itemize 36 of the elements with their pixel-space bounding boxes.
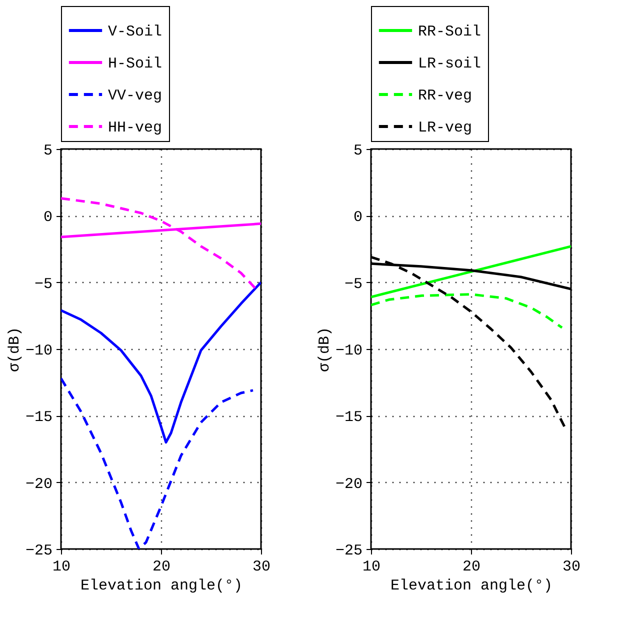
legend-label: VV-veg [108, 88, 162, 104]
y-axis-title: σ(dB) [316, 326, 334, 372]
x-axis-title: Elevation angle(°) [390, 578, 553, 594]
x-tick-label: 20 [462, 558, 481, 576]
x-axis-title: Elevation angle(°) [80, 578, 243, 594]
legend-label: V-Soil [108, 24, 162, 40]
y-tick-label: −20 [25, 476, 52, 493]
y-tick-label: 5 [353, 142, 362, 160]
x-tick-label: 10 [362, 558, 381, 576]
y-tick-label: −25 [25, 542, 52, 560]
y-tick-label: −25 [335, 542, 362, 560]
x-tick-label: 30 [252, 558, 271, 576]
y-tick-label: −10 [25, 342, 52, 360]
line-series [61, 377, 254, 549]
legend-label: RR-Soil [418, 24, 482, 40]
line-series [371, 293, 564, 329]
y-tick-label: −15 [335, 409, 362, 426]
x-tick-label: 10 [52, 558, 71, 576]
legend-label: H-Soil [108, 56, 162, 72]
legend-label: LR-veg [418, 120, 472, 136]
y-tick-label: −20 [335, 476, 362, 493]
x-tick-label: 30 [562, 558, 581, 576]
y-axis-title: σ(dB) [6, 326, 24, 372]
y-tick-label: 5 [43, 142, 52, 160]
x-tick-label: 20 [152, 558, 171, 576]
y-tick-label: 0 [353, 209, 362, 226]
line-series [61, 197, 258, 290]
y-tick-label: −5 [344, 276, 362, 293]
y-tick-label: 0 [43, 209, 52, 226]
y-tick-label: −15 [25, 409, 52, 426]
y-tick-label: −5 [34, 276, 52, 293]
legend-label: HH-veg [108, 120, 162, 136]
y-tick-label: −10 [335, 342, 362, 360]
legend-label: RR-veg [418, 88, 472, 104]
legend-label: LR-soil [418, 56, 482, 72]
line-series [61, 281, 261, 444]
